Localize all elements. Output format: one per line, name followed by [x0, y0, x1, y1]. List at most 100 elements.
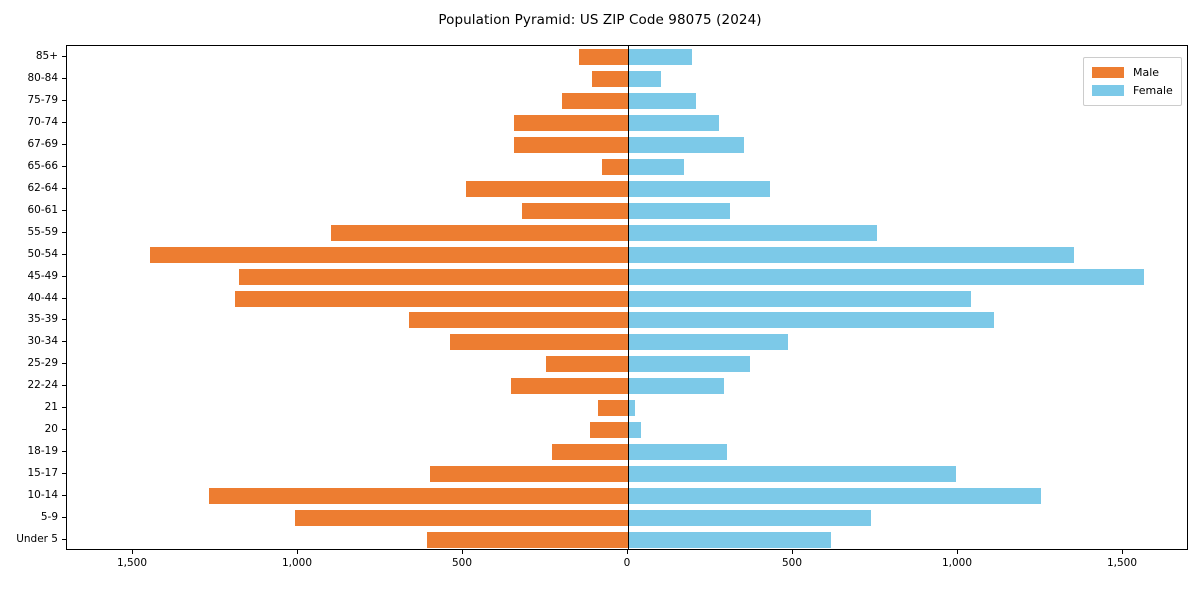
y-axis-tick-label: 75-79 [27, 93, 58, 106]
bar-male [590, 422, 628, 439]
bar-male [598, 400, 628, 417]
x-axis-tick-mark [1122, 550, 1123, 554]
y-axis-tick-mark [62, 297, 66, 299]
bar-female [628, 466, 957, 483]
bar-female [628, 48, 693, 65]
x-axis-tick-label: 500 [781, 557, 803, 569]
x-axis-tick-mark [297, 550, 298, 554]
bar-male [449, 334, 628, 351]
bar-female [628, 92, 696, 109]
chart-legend: Male Female [1083, 57, 1182, 106]
y-axis-tick-label: 40-44 [27, 291, 58, 304]
bar-male [430, 466, 628, 483]
y-axis-tick-mark [62, 165, 66, 167]
bar-male [510, 378, 628, 395]
bar-male [591, 70, 628, 87]
bar-male [238, 268, 628, 285]
x-axis-tick-label: 0 [623, 557, 631, 569]
y-axis-tick-mark [62, 539, 66, 541]
legend-item-male[interactable]: Male [1092, 63, 1173, 81]
y-axis-tick-marks [62, 45, 66, 550]
y-axis-tick-label: 55-59 [27, 225, 58, 238]
bar-female [628, 70, 661, 87]
bar-male [601, 158, 628, 175]
zero-axis-line [628, 46, 629, 549]
y-axis: Under 5 5-9 10-14 15-17 18-19 20 21 22-24 25-29 3… [0, 45, 66, 550]
y-axis-tick-mark [62, 187, 66, 189]
y-axis-tick-mark [62, 77, 66, 79]
legend-item-female[interactable]: Female [1092, 81, 1173, 99]
y-axis-tick-mark [62, 429, 66, 431]
bar-male [235, 290, 628, 307]
legend-swatch-female [1092, 84, 1124, 96]
bar-male [294, 510, 628, 527]
bar-male [514, 136, 628, 153]
x-axis-tick-label: 1,000 [281, 557, 313, 569]
bar-female [628, 444, 727, 461]
bar-male [578, 48, 628, 65]
bar-female [628, 334, 789, 351]
y-axis-tick-label: 85+ [35, 49, 58, 62]
bar-female [628, 224, 878, 241]
bar-male [208, 488, 628, 505]
bar-male [545, 356, 628, 373]
y-axis-tick-mark [62, 407, 66, 409]
y-axis-tick-mark [62, 55, 66, 57]
y-axis-tick-label: 22-24 [27, 379, 58, 392]
y-axis-tick-label: Under 5 [16, 533, 58, 546]
y-axis-tick-label: 50-54 [27, 247, 58, 260]
y-axis-tick-mark [62, 495, 66, 497]
y-axis-tick-label: 30-34 [27, 335, 58, 348]
bar-female [628, 378, 724, 395]
y-axis-tick-mark [62, 473, 66, 475]
legend-label-male: Male [1133, 65, 1160, 79]
y-axis-tick-mark [62, 363, 66, 365]
x-axis-tick-label: 1,500 [116, 557, 148, 569]
x-axis-tick-label: 500 [451, 557, 473, 569]
bar-female [628, 114, 719, 131]
bar-female [628, 290, 972, 307]
x-axis-tick-label: 1,000 [941, 557, 973, 569]
y-axis-tick-label: 21 [44, 401, 58, 414]
y-axis-tick-mark [62, 319, 66, 321]
y-axis-tick-label: 25-29 [27, 357, 58, 370]
y-axis-tick-label: 15-17 [27, 467, 58, 480]
y-axis-tick-label: 5-9 [40, 511, 58, 524]
x-axis-tick-mark [132, 550, 133, 554]
bar-female [628, 400, 635, 417]
legend-swatch-male [1092, 66, 1124, 78]
bar-male [562, 92, 628, 109]
y-axis-tick-label: 20 [44, 423, 58, 436]
y-axis-tick-label: 62-64 [27, 181, 58, 194]
bar-male [408, 312, 628, 329]
y-axis-tick-label: 65-66 [27, 159, 58, 172]
bar-female [628, 136, 744, 153]
bar-male [149, 246, 628, 263]
bar-male [331, 224, 628, 241]
bar-female [628, 246, 1074, 263]
legend-label-female: Female [1133, 83, 1173, 97]
bar-female [628, 268, 1145, 285]
y-axis-tick-mark [62, 451, 66, 453]
y-axis-tick-label: 10-14 [27, 489, 58, 502]
x-axis-tick-mark [462, 550, 463, 554]
y-axis-tick-mark [62, 385, 66, 387]
bar-female [628, 312, 995, 329]
bar-male [552, 444, 628, 461]
y-axis-tick-label: 45-49 [27, 269, 58, 282]
y-axis-tick-label: 60-61 [27, 203, 58, 216]
bar-male [466, 180, 628, 197]
bar-female [628, 488, 1041, 505]
bar-female [628, 356, 751, 373]
bar-female [628, 202, 731, 219]
bar-female [628, 158, 685, 175]
bar-female [628, 180, 770, 197]
y-axis-tick-mark [62, 341, 66, 343]
y-axis-tick-mark [62, 231, 66, 233]
x-axis-tick-mark [957, 550, 958, 554]
y-axis-tick-mark [62, 253, 66, 255]
y-axis-tick-mark [62, 143, 66, 145]
y-axis-tick-label: 80-84 [27, 71, 58, 84]
bar-male [426, 532, 628, 549]
